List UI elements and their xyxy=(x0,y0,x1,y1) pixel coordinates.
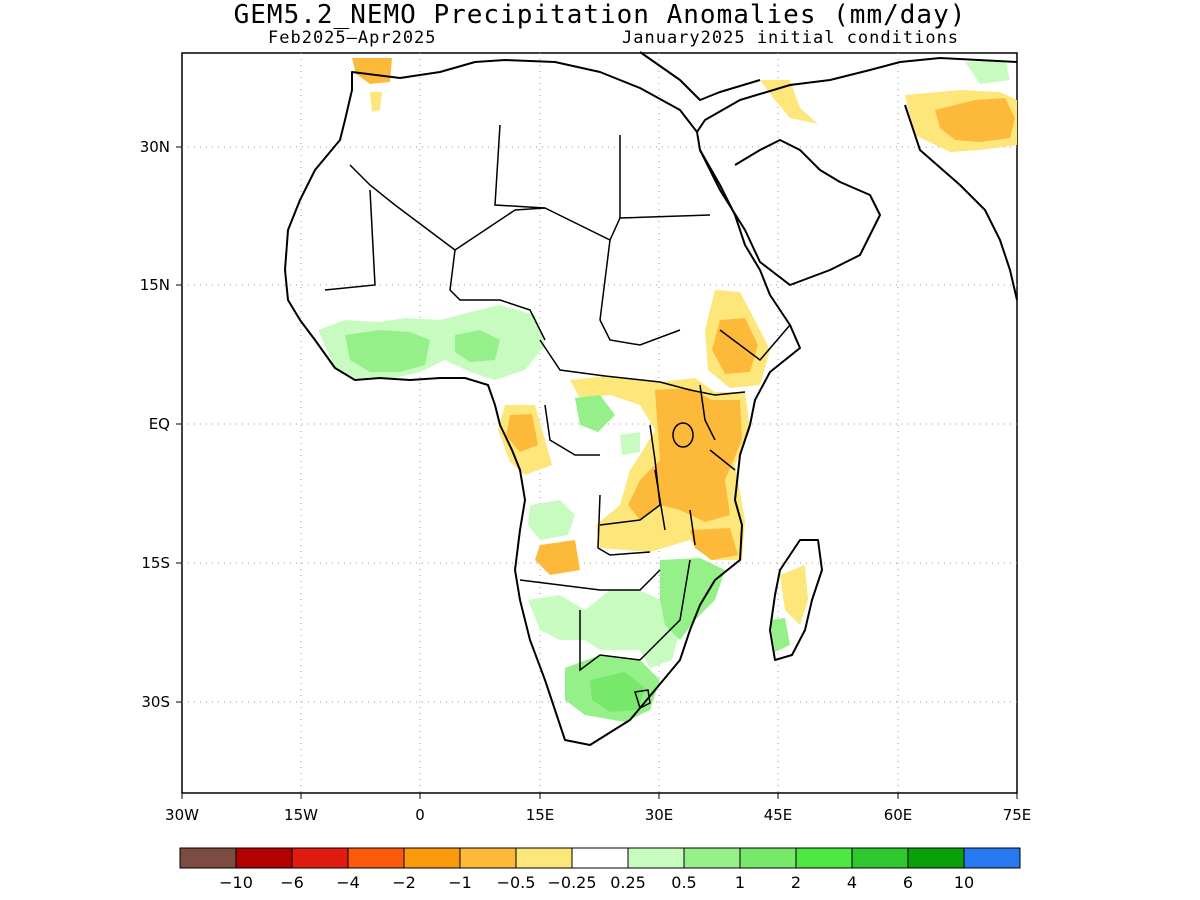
colorbar-label: −10 xyxy=(219,873,253,892)
colorbar-swatch xyxy=(907,847,965,869)
latitude-labels: 30N 15N EQ 15S 30S xyxy=(140,138,170,711)
colorbar-swatch xyxy=(795,847,853,869)
lon-label: 60E xyxy=(884,806,913,824)
lon-label: 0 xyxy=(415,806,425,824)
colorbar-swatch xyxy=(571,847,629,869)
colorbar-swatch xyxy=(515,847,573,869)
colorbar-label: −4 xyxy=(336,873,360,892)
colorbar-swatch xyxy=(459,847,517,869)
country-borders xyxy=(324,124,791,672)
colorbar-label: 2 xyxy=(791,873,801,892)
colorbar: −10 −6 −4 −2 −1 −0.5 −0.25 0.25 0.5 1 2 4 6 10 xyxy=(179,847,1021,892)
lon-label: 15W xyxy=(284,806,318,824)
colorbar-swatch xyxy=(403,847,461,869)
colorbar-label: −0.25 xyxy=(547,873,596,892)
colorbar-swatch xyxy=(739,847,797,869)
lat-label: 30N xyxy=(140,138,170,156)
forecast-period: Feb2025–Apr2025 xyxy=(268,28,437,48)
lon-label: 30W xyxy=(165,806,199,824)
colorbar-swatch xyxy=(683,847,741,869)
lon-label: 45E xyxy=(764,806,793,824)
lon-label: 75E xyxy=(1003,806,1032,824)
chart-title: GEM5.2_NEMO Precipitation Anomalies (mm/… xyxy=(233,0,967,30)
colorbar-label: −1 xyxy=(448,873,472,892)
colorbar-label: 4 xyxy=(847,873,857,892)
coastlines xyxy=(284,51,1018,746)
positive-anomaly-areas xyxy=(318,60,1010,722)
axis-ticks xyxy=(176,146,1018,799)
lat-label: EQ xyxy=(149,415,170,433)
colorbar-swatch xyxy=(347,847,405,869)
colorbar-swatch xyxy=(963,847,1021,869)
lakes xyxy=(634,422,696,710)
colorbar-label: −6 xyxy=(280,873,304,892)
colorbar-swatch xyxy=(627,847,685,869)
colorbar-label: 1 xyxy=(735,873,745,892)
colorbar-label: −2 xyxy=(392,873,416,892)
colorbar-label: 10 xyxy=(954,873,974,892)
lat-label: 15N xyxy=(140,276,170,294)
lon-label: 30E xyxy=(645,806,674,824)
colorbar-label: 0.5 xyxy=(671,873,696,892)
colorbar-swatch xyxy=(291,847,349,869)
lat-label: 30S xyxy=(141,693,170,711)
colorbar-swatch xyxy=(851,847,909,869)
colorbar-swatch xyxy=(235,847,293,869)
colorbar-label: −0.5 xyxy=(497,873,536,892)
lon-label: 15E xyxy=(526,806,555,824)
negative-anomaly-areas xyxy=(352,58,1017,625)
longitude-labels: 30W 15W 0 15E 30E 45E 60E 75E xyxy=(165,806,1031,824)
lat-label: 15S xyxy=(141,554,170,572)
colorbar-label: 0.25 xyxy=(610,873,646,892)
initial-conditions: January2025 initial conditions xyxy=(622,28,960,48)
colorbar-label: 6 xyxy=(903,873,913,892)
colorbar-swatch xyxy=(179,847,237,869)
